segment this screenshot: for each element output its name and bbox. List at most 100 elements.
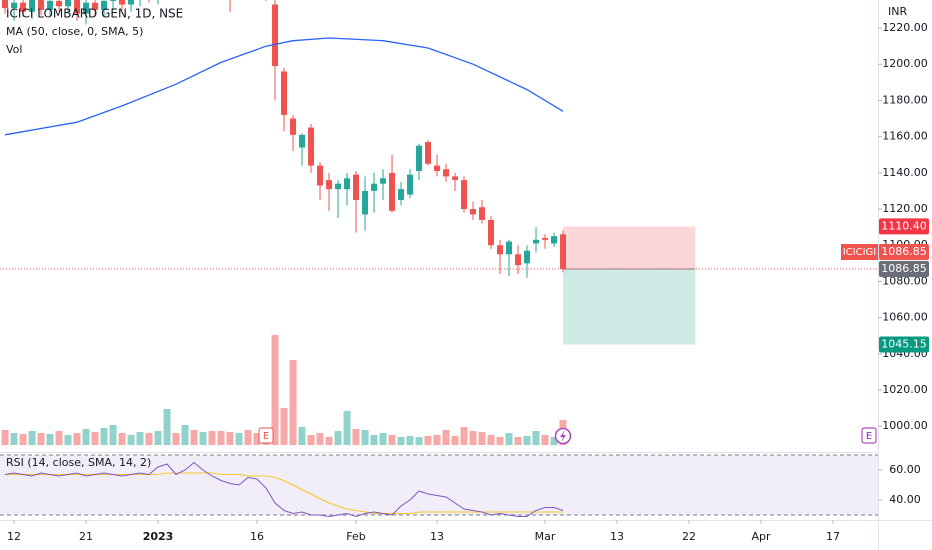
candle-body (11, 2, 18, 9)
candle-body (92, 2, 99, 10)
volume-bar (550, 437, 558, 445)
volume-bar (226, 432, 234, 445)
x-tick-label: 13 (610, 530, 624, 543)
entry-tag-box (879, 261, 929, 278)
volume-bar (64, 435, 72, 445)
event-icon (861, 427, 877, 444)
volume-bar (127, 435, 135, 445)
y-tick-label: 1020.00 (882, 383, 928, 396)
candle-body (524, 250, 531, 264)
candle-body (308, 127, 315, 166)
candle-body (128, 0, 135, 5)
volume-bar (415, 437, 423, 445)
rsi-band-fill (0, 454, 878, 516)
candle-body (371, 183, 378, 191)
rsi-line (4, 461, 564, 518)
volume-bar (361, 430, 369, 445)
x-tick-label: 12 (7, 530, 21, 543)
stop-zone (563, 226, 696, 270)
volume-bar (325, 437, 333, 445)
volume-bar (172, 433, 180, 445)
candle-body (380, 178, 387, 184)
candle-body (47, 0, 54, 10)
volume-bar (523, 436, 531, 445)
volume-bar (109, 425, 117, 445)
candle-body (425, 142, 432, 164)
currency: INR (888, 5, 907, 18)
volume-bar (181, 425, 189, 445)
symbol-tag: ICICIGI (843, 247, 877, 258)
target-tag: 1045.15 (881, 337, 927, 350)
rsi-tick-label: 60.00 (889, 463, 921, 476)
chart-title: ICICI LOMBARD GEN, 1D, NSE (6, 7, 183, 21)
event-label: E (263, 431, 269, 442)
volume-bar (73, 433, 81, 445)
event-icon (258, 427, 274, 444)
event-label: E (866, 431, 872, 442)
volume-bar (82, 429, 90, 445)
candle-body (101, 0, 108, 10)
candle-body (389, 172, 396, 211)
volume-bar (244, 430, 252, 445)
volume-bar (235, 433, 243, 445)
y-tick-label: 1060.00 (882, 311, 928, 324)
volume-bar (145, 433, 153, 445)
y-tick-label: 1000.00 (882, 419, 928, 432)
volume-bar (478, 432, 486, 445)
volume-bar (1, 430, 9, 445)
volume-bar (217, 431, 225, 445)
volume-bar (334, 431, 342, 445)
volume-bar (118, 433, 126, 445)
volume-bar (37, 433, 45, 445)
target-tag-box (879, 336, 929, 353)
candle-body (29, 0, 36, 12)
y-tick-label: 1220.00 (882, 21, 928, 34)
volume-bar (469, 431, 477, 445)
volume-bar (514, 437, 522, 445)
volume-bar (28, 431, 36, 445)
x-tick-label: 13 (430, 530, 444, 543)
price-layer (0, 0, 878, 278)
y-tick-label: 1180.00 (882, 93, 928, 106)
volume-bar (55, 431, 63, 445)
volume-bar (424, 436, 432, 445)
candle-body (362, 190, 369, 215)
symbol-tag-box (841, 244, 878, 261)
volume-bar (163, 409, 171, 445)
rsi-layer (0, 454, 878, 518)
candle-body (20, 2, 27, 12)
legend-volume: Vol (6, 43, 22, 56)
candle-body (56, 0, 63, 7)
volume-bar (541, 435, 549, 445)
volume-bar (451, 436, 459, 445)
candle-body (416, 145, 423, 172)
position-layer (563, 226, 696, 345)
volume-bar (496, 437, 504, 445)
candle-body (326, 180, 333, 190)
y-tick-label: 1140.00 (882, 166, 928, 179)
volume-bar (307, 435, 315, 445)
candle-body (335, 183, 342, 190)
last-price-tag-box (879, 244, 929, 261)
candle-body (506, 241, 513, 255)
candle-body (443, 169, 450, 177)
candle-body (2, 0, 9, 9)
x-tick-label: 21 (79, 530, 93, 543)
volume-bar (253, 433, 261, 445)
volume-bar (91, 432, 99, 445)
ma-line (4, 37, 564, 136)
y-tick-label: 1120.00 (882, 202, 928, 215)
candle-body (551, 236, 558, 244)
x-tick-label: Apr (751, 530, 771, 543)
candle-body (65, 0, 72, 7)
candle-body (407, 174, 414, 195)
candle-body (38, 0, 45, 10)
volume-bar (280, 408, 288, 445)
volume-bar (154, 431, 162, 445)
candle-body (533, 239, 540, 244)
volume-bar (442, 430, 450, 445)
candle-body (461, 180, 468, 210)
volume-bar (298, 427, 306, 445)
